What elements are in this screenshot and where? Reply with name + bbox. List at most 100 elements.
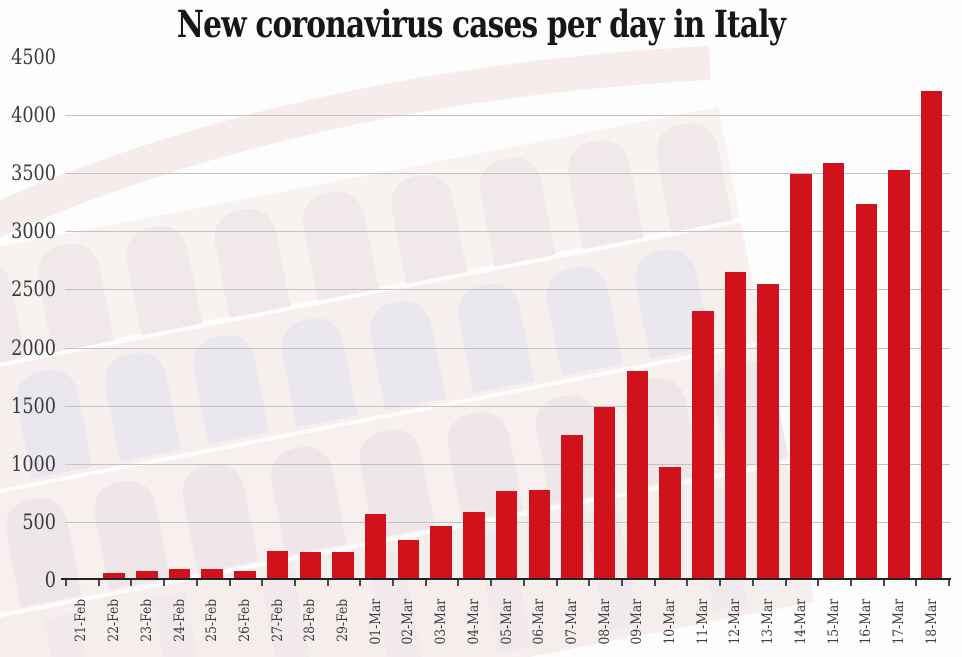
bar-26-Feb: [234, 570, 256, 580]
bar-03-Mar: [430, 525, 452, 580]
gridline: [65, 406, 950, 407]
x-axis-tick-label: 11-Mar: [694, 598, 711, 645]
bar-04-Mar: [463, 511, 485, 580]
x-axis-tick-label: 01-Mar: [367, 598, 384, 645]
y-axis-tick-label: 1500: [11, 394, 57, 418]
bar-25-Feb: [201, 569, 223, 580]
gridline: [65, 289, 950, 290]
gridline: [65, 348, 950, 349]
y-axis-tick-label: 3500: [11, 161, 57, 185]
x-axis-tick: [686, 580, 689, 586]
gridline: [65, 464, 950, 465]
y-axis-tick-label: 4500: [11, 45, 57, 69]
x-axis-tick: [849, 580, 852, 586]
x-axis-tick: [392, 580, 394, 586]
x-axis-tick-label: 04-Mar: [465, 598, 482, 645]
bar-05-Mar: [495, 490, 518, 580]
x-axis-tick-label: 21-Feb: [73, 598, 90, 642]
x-axis-tick: [719, 580, 722, 586]
x-axis-tick: [457, 580, 460, 586]
y-axis-tick-label: 2500: [11, 277, 57, 301]
x-axis-tick: [817, 580, 820, 586]
x-axis-tick: [195, 580, 198, 586]
bar-02-Mar: [397, 540, 420, 580]
x-axis-tick: [424, 580, 427, 586]
x-axis-tick: [65, 580, 67, 586]
x-axis-tick-label: 05-Mar: [498, 598, 515, 645]
x-axis-tick: [130, 580, 133, 586]
bar-11-Mar: [692, 311, 714, 580]
y-axis-tick-label: 4000: [11, 103, 57, 127]
gridline: [65, 231, 950, 232]
x-axis-tick-label: 10-Mar: [662, 598, 678, 645]
x-axis-tick: [490, 580, 493, 586]
x-axis-tick: [588, 580, 591, 586]
bar-10-Mar: [659, 466, 681, 580]
x-axis-tick: [915, 580, 918, 586]
y-axis-tick-label: 0: [44, 568, 56, 592]
bar-18-Mar: [920, 91, 943, 580]
x-axis-tick-label: 28-Feb: [302, 598, 319, 642]
x-axis-tick-label: 07-Mar: [563, 598, 580, 645]
x-axis-tick: [261, 580, 264, 586]
bar-23-Feb: [136, 571, 158, 580]
bar-13-Mar: [757, 284, 779, 580]
x-axis-tick: [228, 580, 231, 586]
x-axis-tick-label: 26-Feb: [236, 598, 253, 642]
x-axis-tick-label: 06-Mar: [531, 598, 548, 645]
x-axis-tick-label: 15-Mar: [825, 598, 842, 645]
bar-01-Mar: [364, 514, 387, 580]
gridline: [65, 115, 950, 116]
bar-16-Mar: [855, 204, 877, 580]
bar-27-Feb: [266, 550, 289, 580]
x-axis-tick: [751, 580, 754, 586]
y-axis-tick-label: 3000: [11, 219, 57, 243]
x-axis-line: [61, 578, 951, 580]
x-axis-tick-label: 24-Feb: [171, 598, 188, 642]
bar-09-Mar: [626, 371, 649, 580]
bar-28-Feb: [299, 552, 321, 580]
x-axis-tick: [163, 580, 166, 586]
bar-29-Feb: [332, 552, 354, 580]
x-axis-tick: [621, 580, 623, 586]
bar-15-Mar: [822, 162, 845, 580]
bar-06-Mar: [528, 489, 550, 580]
x-axis-tick-label: 27-Feb: [269, 598, 286, 642]
x-axis-tick: [882, 580, 885, 586]
bar-07-Mar: [561, 435, 583, 580]
x-axis-tick: [948, 580, 950, 586]
x-axis-tick: [293, 580, 296, 586]
x-axis-tick-label: 23-Feb: [138, 598, 155, 642]
x-axis-tick-label: 02-Mar: [400, 598, 417, 645]
bar-24-Feb: [168, 569, 191, 580]
x-axis-tick-label: 22-Feb: [106, 598, 123, 642]
gridline: [65, 173, 950, 174]
x-axis-tick-label: 09-Mar: [629, 598, 646, 645]
x-axis-tick: [97, 580, 100, 586]
bar-14-Mar: [790, 173, 812, 580]
x-axis-tick: [555, 580, 558, 586]
x-axis-tick-label: 03-Mar: [433, 598, 450, 645]
bar-12-Mar: [724, 271, 747, 580]
x-axis-tick: [359, 580, 362, 586]
x-axis-tick: [522, 580, 525, 586]
y-axis-tick-label: 500: [22, 510, 57, 534]
x-axis-tick: [653, 580, 656, 586]
x-axis-tick-label: 25-Feb: [204, 598, 221, 642]
chart-title: New coronavirus cases per day in Italy: [176, 2, 786, 46]
y-axis-tick-label: 1000: [11, 452, 57, 476]
bar-17-Mar: [888, 170, 910, 580]
x-axis-tick-label: 17-Mar: [890, 598, 907, 645]
x-axis-tick-label: 08-Mar: [596, 598, 613, 645]
bar-22-Feb: [103, 572, 125, 580]
x-axis-tick: [784, 580, 787, 586]
x-axis-tick-label: 13-Mar: [760, 598, 777, 645]
x-axis-tick-label: 18-Mar: [923, 598, 940, 645]
x-axis-tick-label: 29-Feb: [335, 598, 351, 642]
x-axis-tick-label: 16-Mar: [858, 598, 875, 645]
x-axis-tick: [326, 580, 329, 586]
y-axis-tick-label: 2000: [11, 336, 57, 360]
x-axis-tick-label: 14-Mar: [792, 598, 809, 645]
bar-08-Mar: [593, 406, 616, 580]
